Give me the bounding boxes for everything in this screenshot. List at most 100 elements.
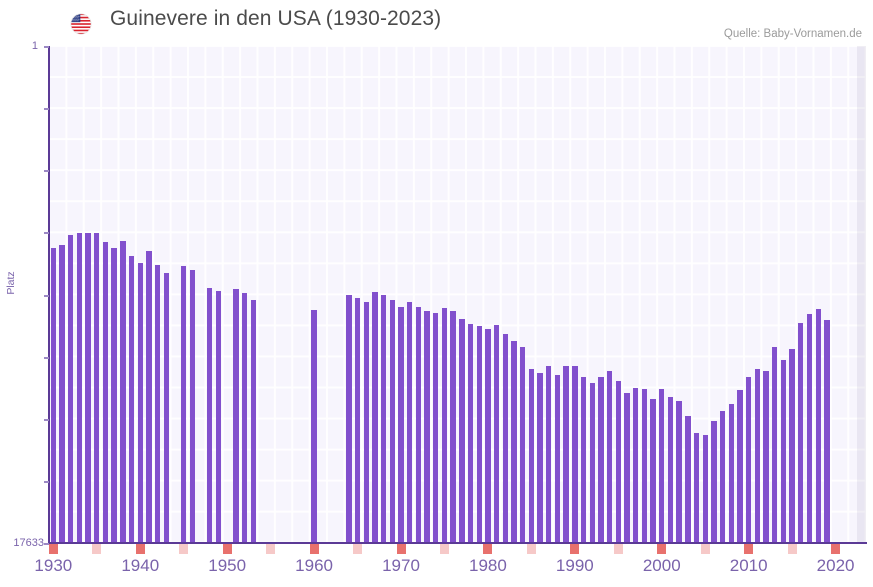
bar-1990[interactable] bbox=[572, 366, 578, 543]
bar-1930[interactable] bbox=[50, 248, 57, 543]
bar-1964[interactable] bbox=[346, 295, 352, 543]
bar-2006[interactable] bbox=[711, 421, 717, 543]
bar-1991[interactable] bbox=[580, 376, 587, 543]
bar-1974[interactable] bbox=[433, 313, 439, 543]
bar-1979[interactable] bbox=[476, 325, 482, 543]
bar-1953[interactable] bbox=[250, 299, 256, 543]
bar-2019[interactable] bbox=[824, 319, 830, 543]
x-tick-mark-1960 bbox=[309, 544, 319, 554]
bar-2002[interactable] bbox=[676, 401, 682, 543]
bar-1968[interactable] bbox=[380, 295, 387, 543]
bar-1939[interactable] bbox=[128, 255, 135, 543]
bar-2017[interactable] bbox=[806, 314, 813, 543]
bar-1966[interactable] bbox=[363, 301, 369, 543]
bar-2001[interactable] bbox=[667, 396, 674, 543]
bar-1937[interactable] bbox=[111, 248, 117, 543]
bar-2011[interactable] bbox=[754, 369, 761, 543]
bar-1942[interactable] bbox=[154, 265, 161, 543]
bar-1997[interactable] bbox=[632, 388, 639, 543]
bar-1987[interactable] bbox=[546, 366, 552, 543]
x-tick-mark-1950 bbox=[222, 544, 232, 554]
bar-1935[interactable] bbox=[94, 232, 100, 543]
bar-1982[interactable] bbox=[502, 334, 508, 543]
bar-1952[interactable] bbox=[241, 292, 248, 543]
bar-1951[interactable] bbox=[233, 288, 239, 543]
bar-1971[interactable] bbox=[407, 301, 413, 543]
bar-1936[interactable] bbox=[102, 242, 109, 543]
x-tick-mark-1970 bbox=[396, 544, 406, 554]
source-attribution: Quelle: Baby-Vornamen.de bbox=[723, 28, 862, 40]
bar-1940[interactable] bbox=[137, 263, 143, 543]
bar-1975[interactable] bbox=[441, 308, 448, 543]
bar-1946[interactable] bbox=[189, 270, 196, 543]
bar-1945[interactable] bbox=[181, 265, 187, 543]
bar-1985[interactable] bbox=[528, 369, 535, 543]
bar-2009[interactable] bbox=[737, 389, 743, 543]
x-tick-label-1970: 1970 bbox=[382, 556, 420, 575]
bar-1933[interactable] bbox=[76, 232, 83, 543]
chart-header: Guinevere in den USA (1930-2023) Quelle:… bbox=[0, 0, 873, 44]
y-tick-dash-5 bbox=[44, 356, 49, 359]
bar-1949[interactable] bbox=[215, 290, 222, 543]
bar-1934[interactable] bbox=[85, 232, 91, 543]
x-tick-mark-1995 bbox=[613, 544, 623, 554]
x-tick-label-1950: 1950 bbox=[208, 556, 247, 575]
bar-1980[interactable] bbox=[485, 329, 491, 543]
bar-2018[interactable] bbox=[815, 308, 821, 543]
bar-1999[interactable] bbox=[650, 399, 656, 543]
bar-1970[interactable] bbox=[398, 306, 404, 543]
bar-1994[interactable] bbox=[606, 370, 613, 543]
bar-1983[interactable] bbox=[511, 340, 517, 543]
bar-1941[interactable] bbox=[146, 251, 152, 543]
bar-1992[interactable] bbox=[589, 382, 595, 543]
bar-1931[interactable] bbox=[59, 244, 65, 543]
bar-1967[interactable] bbox=[372, 292, 378, 543]
bar-2014[interactable] bbox=[780, 360, 787, 543]
bar-1993[interactable] bbox=[598, 376, 604, 543]
bar-1996[interactable] bbox=[624, 393, 630, 543]
bar-2004[interactable] bbox=[693, 433, 700, 543]
y-tick-dash-7 bbox=[44, 480, 49, 483]
x-tick-mark-2015 bbox=[787, 544, 797, 554]
y-tick-dash-6 bbox=[44, 418, 49, 421]
bar-2003[interactable] bbox=[685, 415, 691, 543]
bar-1948[interactable] bbox=[207, 287, 213, 543]
y-tick-dash-1 bbox=[44, 108, 49, 111]
bar-1973[interactable] bbox=[424, 310, 430, 543]
bar-2005[interactable] bbox=[702, 434, 708, 543]
bar-2007[interactable] bbox=[719, 411, 726, 543]
x-tick-mark-1980 bbox=[483, 544, 493, 554]
bar-1960[interactable] bbox=[311, 309, 317, 543]
bar-1976[interactable] bbox=[450, 310, 456, 543]
bar-2012[interactable] bbox=[763, 370, 769, 543]
y-axis-bottom-label: 17633 bbox=[13, 537, 44, 549]
bar-1938[interactable] bbox=[120, 241, 126, 543]
y-tick-dash-0 bbox=[44, 46, 49, 48]
bar-1965[interactable] bbox=[354, 297, 361, 543]
bar-1932[interactable] bbox=[68, 235, 74, 543]
bar-1969[interactable] bbox=[389, 300, 395, 543]
bar-1989[interactable] bbox=[563, 366, 569, 543]
bar-2013[interactable] bbox=[772, 347, 778, 543]
bar-1984[interactable] bbox=[519, 347, 526, 543]
bar-1981[interactable] bbox=[493, 325, 500, 543]
bar-2010[interactable] bbox=[745, 377, 752, 543]
bar-1943[interactable] bbox=[163, 273, 170, 543]
bar-1972[interactable] bbox=[415, 307, 422, 543]
bar-1977[interactable] bbox=[459, 319, 465, 543]
bar-1995[interactable] bbox=[615, 381, 621, 543]
bar-2008[interactable] bbox=[728, 403, 734, 543]
x-tick-label-1930: 1930 bbox=[34, 556, 73, 575]
bar-1988[interactable] bbox=[554, 375, 561, 543]
bar-1986[interactable] bbox=[537, 372, 543, 543]
x-tick-mark-1965 bbox=[353, 544, 363, 554]
y-axis-title: Platz bbox=[5, 271, 17, 295]
bar-1978[interactable] bbox=[467, 323, 474, 543]
bar-2015[interactable] bbox=[789, 349, 795, 543]
y-tick-dash-8 bbox=[44, 543, 49, 545]
bar-2016[interactable] bbox=[798, 323, 804, 543]
bar-1998[interactable] bbox=[641, 389, 648, 543]
x-tick-mark-2005 bbox=[700, 544, 710, 554]
bar-2000[interactable] bbox=[659, 389, 665, 543]
y-tick-dash-4 bbox=[44, 294, 49, 297]
